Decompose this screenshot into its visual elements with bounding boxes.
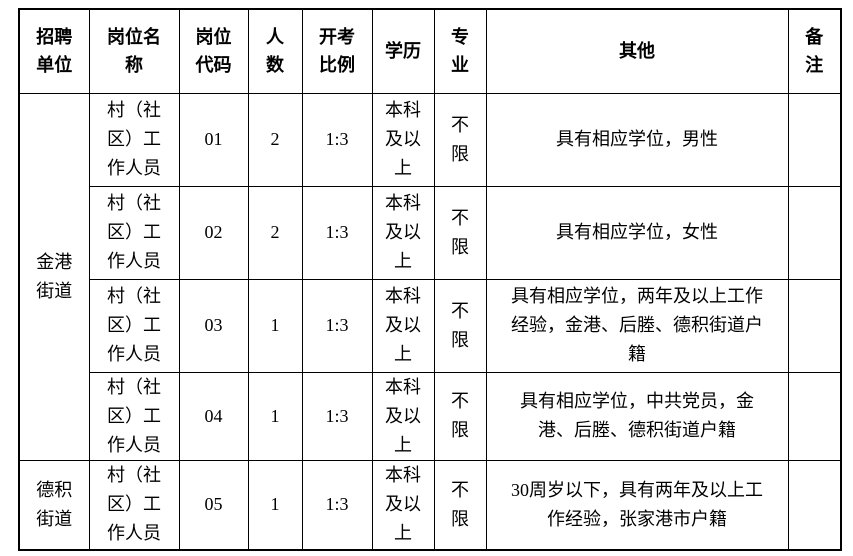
recruitment-table-container: 招聘 单位 岗位名 称 岗位 代码 人 数 开考 比例 学历 专 业 其他 备 … [18, 8, 842, 551]
other-cell: 30周岁以下，具有两年及以上工 作经验，张家港市户籍 [485, 459, 789, 551]
ratio-cell: 1:3 [301, 459, 373, 551]
other-cell: 具有相应学位，男性 [485, 92, 789, 187]
table-row: 村（社 区）工 作人员 04 1 1:3 本科 及以 上 不 限 具有相应学位，… [19, 371, 842, 461]
header-other: 其他 [485, 8, 789, 94]
table-row: 德积 街道 村（社 区）工 作人员 05 1 1:3 本科 及以 上 不 限 3… [18, 459, 842, 551]
unit-cell-jingang: 金港 街道 [18, 92, 90, 461]
remark-cell [787, 92, 842, 187]
education-cell: 本科 及以 上 [371, 371, 435, 461]
major-cell: 不 限 [433, 278, 487, 373]
code-cell: 02 [178, 185, 249, 280]
education-cell: 本科 及以 上 [371, 185, 435, 280]
position-cell: 村（社 区）工 作人员 [88, 371, 180, 461]
education-cell: 本科 及以 上 [371, 92, 435, 187]
ratio-cell: 1:3 [301, 278, 373, 373]
table-row: 村（社 区）工 作人员 02 2 1:3 本科 及以 上 不 限 具有相应学位，… [19, 185, 842, 280]
header-headcount: 人 数 [247, 8, 303, 94]
other-cell: 具有相应学位，中共党员，金 港、后塍、德积街道户籍 [485, 371, 789, 461]
header-major: 专 业 [433, 8, 487, 94]
count-cell: 1 [247, 278, 303, 373]
position-cell: 村（社 区）工 作人员 [88, 278, 180, 373]
education-cell: 本科 及以 上 [371, 278, 435, 373]
major-cell: 不 限 [433, 459, 487, 551]
major-cell: 不 限 [433, 185, 487, 280]
header-exam-ratio: 开考 比例 [301, 8, 373, 94]
remark-cell [787, 185, 842, 280]
header-education: 学历 [371, 8, 435, 94]
remark-cell [787, 278, 842, 373]
count-cell: 1 [247, 459, 303, 551]
other-cell: 具有相应学位，两年及以上工作 经验，金港、后塍、德积街道户 籍 [485, 278, 789, 373]
ratio-cell: 1:3 [301, 371, 373, 461]
count-cell: 2 [247, 185, 303, 280]
ratio-cell: 1:3 [301, 185, 373, 280]
count-cell: 2 [247, 92, 303, 187]
remark-cell [787, 459, 842, 551]
unit-cell-deji: 德积 街道 [18, 459, 90, 551]
major-cell: 不 限 [433, 92, 487, 187]
code-cell: 04 [178, 371, 249, 461]
count-cell: 1 [247, 371, 303, 461]
header-remark: 备 注 [787, 8, 842, 94]
header-position-name: 岗位名 称 [88, 8, 180, 94]
table-row: 金港 街道 村（社 区）工 作人员 01 2 1:3 本科 及以 上 不 限 具… [18, 92, 842, 461]
remark-cell [787, 371, 842, 461]
header-position-code: 岗位 代码 [178, 8, 249, 94]
position-cell: 村（社 区）工 作人员 [88, 459, 180, 551]
position-cell: 村（社 区）工 作人员 [88, 92, 180, 187]
major-cell: 不 限 [433, 371, 487, 461]
header-recruiting-unit: 招聘 单位 [18, 8, 90, 94]
code-cell: 01 [178, 92, 249, 187]
ratio-cell: 1:3 [301, 92, 373, 187]
code-cell: 05 [178, 459, 249, 551]
table-row: 村（社 区）工 作人员 03 1 1:3 本科 及以 上 不 限 具有相应学位，… [19, 278, 842, 373]
code-cell: 03 [178, 278, 249, 373]
education-cell: 本科 及以 上 [371, 459, 435, 551]
position-cell: 村（社 区）工 作人员 [88, 185, 180, 280]
recruitment-table: 招聘 单位 岗位名 称 岗位 代码 人 数 开考 比例 学历 专 业 其他 备 … [18, 8, 842, 551]
other-cell: 具有相应学位，女性 [485, 185, 789, 280]
header-row: 招聘 单位 岗位名 称 岗位 代码 人 数 开考 比例 学历 专 业 其他 备 … [18, 8, 842, 94]
